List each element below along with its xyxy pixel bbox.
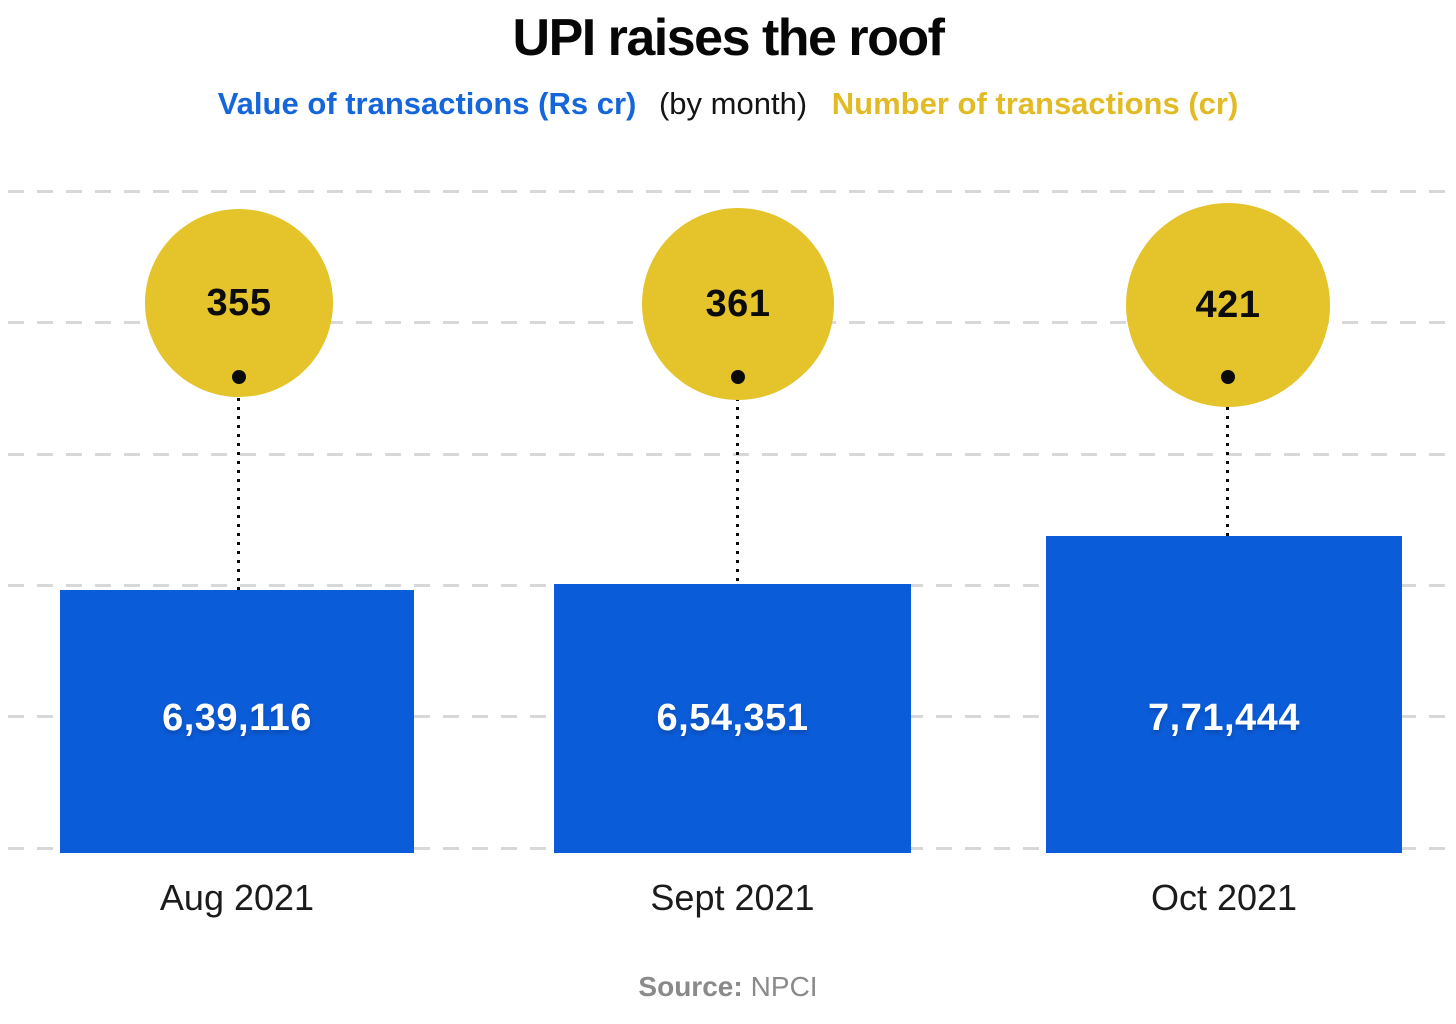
bubble-sept-2021: 361 [642, 208, 834, 400]
bubble-aug-2021: 355 [145, 209, 333, 397]
bubble-value: 361 [705, 282, 771, 325]
source-prefix: Source: [638, 971, 743, 1002]
bubble-anchor-dot [232, 370, 246, 384]
source-attribution: Source: NPCI [0, 971, 1456, 1003]
dotted-connector [237, 389, 240, 590]
bar-oct-2021 [1046, 536, 1402, 853]
chart-title: UPI raises the roof [512, 9, 945, 67]
bar-value-label: 6,54,351 [656, 697, 809, 739]
gridline [8, 190, 1448, 193]
bar-aug-2021 [60, 590, 414, 853]
legend-value-label: Value of transactions (Rs cr) [217, 86, 637, 121]
gridline [8, 453, 1448, 456]
bar-value-label: 7,71,444 [1148, 697, 1300, 739]
x-axis-label-aug-2021: Aug 2021 [159, 877, 315, 918]
bubble-anchor-dot [1221, 370, 1235, 384]
legend-number-label: Number of transactions (cr) [831, 86, 1239, 121]
bar-value-label: 6,39,116 [162, 697, 312, 739]
x-axis-label-sept-2021: Sept 2021 [650, 877, 815, 918]
dotted-connector [1226, 389, 1229, 536]
dotted-connector [736, 389, 739, 584]
bubble-value: 421 [1195, 283, 1261, 326]
bar-sept-2021 [554, 584, 911, 853]
chart-legend: Value of transactions (Rs cr) (by month)… [0, 86, 1456, 122]
bubble-value: 355 [206, 281, 272, 324]
source-name: NPCI [750, 971, 818, 1002]
bubble-anchor-dot [731, 370, 745, 384]
x-axis-label-oct-2021: Oct 2021 [1150, 877, 1298, 918]
legend-by-month-label: (by month) [658, 86, 808, 121]
